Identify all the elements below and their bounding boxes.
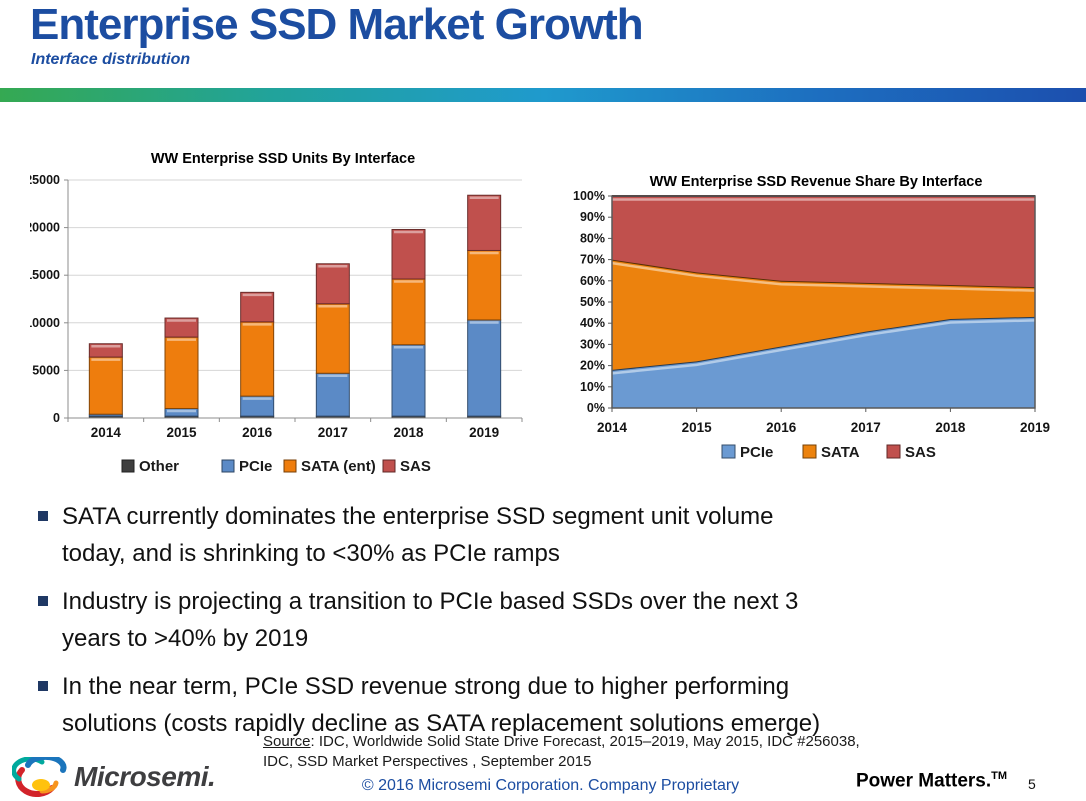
microsemi-logo-icon bbox=[12, 757, 67, 797]
bar-chart-title: WW Enterprise SSD Units By Interface bbox=[151, 151, 415, 167]
bar-segment bbox=[240, 291, 275, 323]
bar-y-tick: 0 bbox=[53, 411, 60, 425]
bar-segment bbox=[240, 321, 275, 397]
bar-x-label: 2017 bbox=[318, 425, 348, 440]
area-y-tick: 100% bbox=[573, 189, 605, 203]
legend-label: SAS bbox=[905, 444, 936, 461]
bullet-line: today, and is shrinking to <30% as PCIe … bbox=[62, 540, 560, 567]
bar-segment bbox=[315, 372, 350, 417]
tagline: Power Matters.TM bbox=[856, 770, 1008, 792]
source-line1: : IDC, Worldwide Solid State Drive Forec… bbox=[310, 733, 860, 750]
area-x-label: 2015 bbox=[682, 420, 713, 435]
units-bar-chart: WW Enterprise SSD Units By Interface 0 500… bbox=[25, 145, 542, 498]
bullet-item: In the near term, PCIe SSD revenue stron… bbox=[36, 668, 1046, 742]
area-y-tick: 10% bbox=[580, 380, 605, 394]
revenue-area-chart-canvas: WW Enterprise SSD Revenue Share By Inter… bbox=[573, 174, 1050, 461]
area-y-tick: 40% bbox=[580, 316, 605, 330]
bar-x-label: 2019 bbox=[469, 425, 499, 440]
area-x-label: 2014 bbox=[597, 420, 628, 435]
bullet-line: In the near term, PCIe SSD revenue stron… bbox=[62, 673, 790, 700]
bullet-square-icon bbox=[38, 596, 48, 606]
legend-swatch bbox=[382, 459, 396, 473]
bar-segment bbox=[467, 249, 502, 321]
bar-x-label: 2014 bbox=[91, 425, 122, 440]
bar-segment bbox=[315, 263, 350, 305]
bar-y-tick: 20000 bbox=[30, 221, 60, 235]
bullet-line: SATA currently dominates the enterprise … bbox=[62, 503, 774, 530]
bullet-item: Industry is projecting a transition to P… bbox=[36, 583, 1046, 657]
page-title: Enterprise SSD Market Growth bbox=[30, 0, 644, 49]
area-chart-title: WW Enterprise SSD Revenue Share By Inter… bbox=[650, 174, 983, 190]
bullet-line: Industry is projecting a transition to P… bbox=[62, 588, 799, 615]
legend-swatch bbox=[886, 444, 901, 459]
bar-segment bbox=[315, 303, 350, 374]
copyright-text: © 2016 Microsemi Corporation. Company Pr… bbox=[361, 777, 740, 794]
legend-swatch bbox=[283, 459, 297, 473]
page-subtitle: Interface distribution bbox=[31, 51, 191, 68]
bar-y-tick: 10000 bbox=[30, 316, 60, 330]
area-series bbox=[612, 196, 1035, 288]
page-number: 5 bbox=[1028, 776, 1036, 792]
legend-label: Other bbox=[139, 458, 179, 475]
area-series bbox=[612, 316, 1035, 408]
area-y-tick: 90% bbox=[580, 210, 605, 224]
bar-x-label: 2018 bbox=[393, 425, 424, 440]
area-x-label: 2017 bbox=[851, 420, 881, 435]
area-y-tick: 20% bbox=[580, 359, 605, 373]
brand-name: Microsemi. bbox=[74, 761, 216, 792]
bar-segment bbox=[391, 344, 426, 417]
source-label: Source bbox=[263, 733, 311, 750]
area-y-tick: 70% bbox=[580, 253, 605, 267]
area-x-label: 2016 bbox=[766, 420, 797, 435]
bar-segment bbox=[164, 336, 199, 409]
legend-swatch bbox=[221, 459, 235, 473]
bullet-item: SATA currently dominates the enterprise … bbox=[36, 498, 1046, 572]
accent-divider bbox=[0, 88, 1086, 102]
area-y-tick: 50% bbox=[580, 295, 605, 309]
legend-swatch bbox=[121, 459, 135, 473]
bar-segment bbox=[467, 194, 502, 251]
bullet-line: years to >40% by 2019 bbox=[62, 625, 309, 652]
bar-y-tick: 5000 bbox=[32, 363, 60, 377]
bar-segment bbox=[164, 317, 199, 338]
source-line2: IDC, SSD Market Perspectives , September… bbox=[263, 753, 592, 770]
bar-segment bbox=[467, 319, 502, 417]
bullet-list: SATA currently dominates the enterprise … bbox=[36, 498, 1046, 753]
bar-segment bbox=[164, 407, 199, 417]
area-y-tick: 60% bbox=[580, 274, 605, 288]
bullet-square-icon bbox=[38, 511, 48, 521]
source-note: Source: IDC, Worldwide Solid State Drive… bbox=[263, 732, 860, 772]
legend-label: PCIe bbox=[740, 444, 773, 461]
bar-x-label: 2016 bbox=[242, 425, 273, 440]
legend-label: PCIe bbox=[239, 458, 272, 475]
units-bar-chart-canvas: WW Enterprise SSD Units By Interface 0 500… bbox=[25, 151, 523, 475]
area-y-tick: 30% bbox=[580, 337, 605, 351]
legend-label: SAS bbox=[400, 458, 431, 475]
area-x-label: 2018 bbox=[935, 420, 966, 435]
revenue-area-chart: WW Enterprise SSD Revenue Share By Inter… bbox=[560, 160, 1086, 473]
trademark-symbol: TM bbox=[991, 770, 1008, 782]
bar-segment bbox=[88, 356, 123, 415]
bar-segment bbox=[391, 278, 426, 346]
legend-label: SATA (ent) bbox=[301, 458, 376, 475]
bullet-line: solutions (costs rapidly decline as SATA… bbox=[62, 710, 821, 737]
legend-swatch bbox=[721, 444, 736, 459]
bar-x-label: 2015 bbox=[166, 425, 197, 440]
bar-y-tick: 25000 bbox=[30, 173, 60, 187]
microsemi-logo: Microsemi. bbox=[12, 757, 216, 797]
area-y-tick: 0% bbox=[587, 401, 605, 415]
area-y-tick: 80% bbox=[580, 231, 605, 245]
bar-y-tick: 15000 bbox=[30, 268, 60, 282]
bar-segment bbox=[391, 229, 426, 280]
area-x-label: 2019 bbox=[1020, 420, 1050, 435]
bullet-square-icon bbox=[38, 681, 48, 691]
legend-swatch bbox=[802, 444, 817, 459]
legend-label: SATA bbox=[821, 444, 860, 461]
